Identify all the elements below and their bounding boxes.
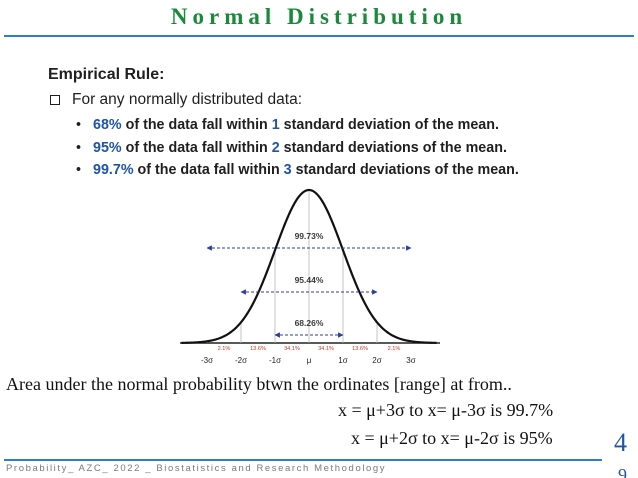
segment-percent-label: 2.1% — [388, 346, 401, 352]
empirical-rule-heading: Empirical Rule: — [48, 66, 165, 83]
segment-percent-label: 13.6% — [352, 346, 368, 352]
sub-text-mid: of the data fall within — [121, 117, 272, 133]
normal-curve-line — [181, 188, 437, 344]
main-bullet-text: For any normally distributed data: — [72, 91, 303, 108]
sd-count: 2 — [271, 139, 280, 156]
sub-bullet-997: • 99.7% of the data fall within 3 standar… — [76, 159, 519, 182]
sub-text-mid: of the data fall within — [121, 139, 272, 156]
segment-percent-label: 34.1% — [284, 346, 300, 352]
normal-curve-chart: 99.73% 95.44% 68.26% 2.1% 13.6% 34.1% 34.1% 13.… — [180, 188, 440, 365]
dot-bullet-icon: • — [76, 162, 82, 178]
x-tick-label: -3σ — [201, 356, 213, 365]
range-label-1: 95.44% — [295, 275, 324, 285]
dot-bullet-icon: • — [76, 139, 82, 156]
range-label-0: 99.73% — [295, 231, 324, 241]
x-tick-label: 3σ — [406, 356, 415, 365]
segment-percent-label: 34.1% — [318, 346, 334, 352]
title-divider — [4, 35, 634, 37]
main-bullet: For any normally distributed data: — [48, 91, 302, 109]
sub-bullet-68: • 68% of the data fall within 1 standard … — [76, 114, 519, 137]
equation-3-sigma: x = μ+3σ to x= μ-3σ is 99.7% — [338, 400, 554, 420]
sd-count: 1 — [271, 117, 280, 133]
page-number-continued: 9 — [618, 466, 627, 478]
footer-text: Probability_ AZC_ 2022 _ Biostatistics a… — [6, 463, 387, 474]
area-description: Area under the normal probability btwn t… — [6, 374, 512, 394]
equation-2-sigma: x = μ+2σ to x= μ-2σ is 95% — [351, 428, 553, 448]
page-number: 4 — [614, 428, 627, 457]
x-tick-label: μ — [307, 356, 312, 365]
sub-text-mid: of the data fall within — [133, 162, 284, 178]
sub-bullet-95: • 95% of the data fall within 2 standard … — [76, 137, 519, 160]
slide-title: Normal Distribution — [170, 4, 468, 29]
segment-percent-label: 2.1% — [218, 346, 231, 352]
sub-text-tail: standard deviations of the mean. — [279, 139, 507, 156]
sub-text-tail: standard deviation of the mean. — [279, 117, 499, 133]
square-bullet-icon — [50, 95, 60, 105]
pct-label: 99.7% — [93, 162, 134, 178]
sub-bullet-list: • 68% of the data fall within 1 standard … — [76, 114, 519, 182]
dot-bullet-icon: • — [76, 117, 82, 133]
x-tick-label: 1σ — [338, 356, 347, 365]
x-tick-label: -1σ — [269, 356, 281, 365]
sd-count: 3 — [283, 162, 292, 178]
range-label-2: 68.26% — [295, 318, 324, 328]
sub-text-tail: standard deviations of the mean. — [291, 162, 519, 178]
x-tick-label: 2σ — [372, 356, 381, 365]
footer-divider — [4, 459, 602, 461]
segment-percent-label: 13.6% — [250, 346, 266, 352]
x-tick-label: -2σ — [235, 356, 247, 365]
pct-label: 68% — [93, 117, 122, 133]
pct-label: 95% — [93, 139, 122, 156]
